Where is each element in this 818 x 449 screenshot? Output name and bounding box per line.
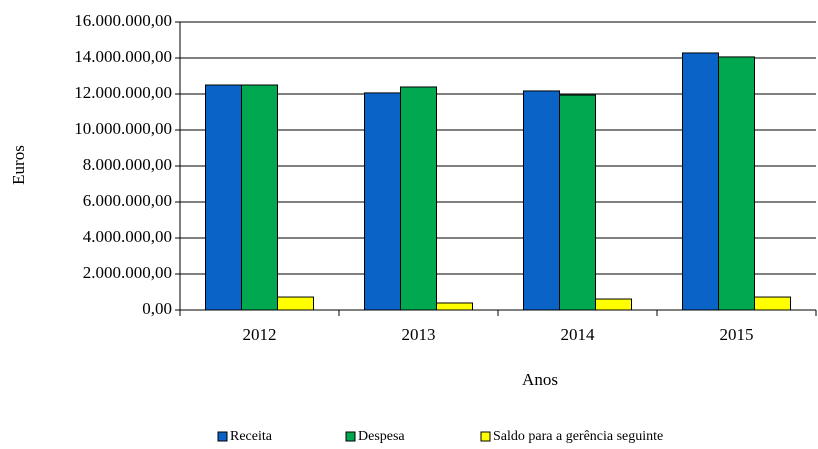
y-tick-label: 12.000.000,00 [74, 83, 172, 102]
x-tick-label: 2014 [561, 325, 596, 344]
x-tick-label: 2012 [243, 325, 277, 344]
legend-swatch [345, 431, 356, 442]
bar [595, 298, 632, 311]
y-tick-label: 4.000.000,00 [83, 227, 172, 246]
y-tick-label: 0,00 [142, 299, 172, 318]
bar [400, 86, 437, 311]
y-axis-label: Euros [9, 145, 28, 185]
legend-label: Receita [230, 429, 273, 444]
x-tick-label: 2015 [720, 325, 754, 344]
y-tick-label: 16.000.000,00 [74, 11, 172, 30]
bar [682, 52, 719, 311]
bar [754, 296, 791, 311]
bar [277, 296, 314, 311]
y-tick-label: 10.000.000,00 [74, 119, 172, 138]
bar [523, 90, 560, 311]
x-axis-label: Anos [522, 370, 558, 389]
bar [364, 92, 401, 311]
legend: Receita Despesa Saldo para a gerência segu… [217, 429, 663, 444]
y-tick-label: 14.000.000,00 [74, 47, 172, 66]
y-tick-label: 6.000.000,00 [83, 191, 172, 210]
y-tick-label: 2.000.000,00 [83, 263, 172, 282]
x-tick-label: 2013 [402, 325, 436, 344]
bar [205, 84, 242, 311]
legend-swatch [480, 431, 491, 442]
bar [241, 84, 278, 311]
y-tick-label: 8.000.000,00 [83, 155, 172, 174]
bar [559, 94, 596, 311]
bar [436, 302, 473, 311]
legend-swatch [217, 431, 228, 442]
bar [718, 56, 755, 311]
legend-label: Despesa [358, 429, 405, 444]
legend-label: Saldo para a gerência seguinte [493, 429, 663, 444]
